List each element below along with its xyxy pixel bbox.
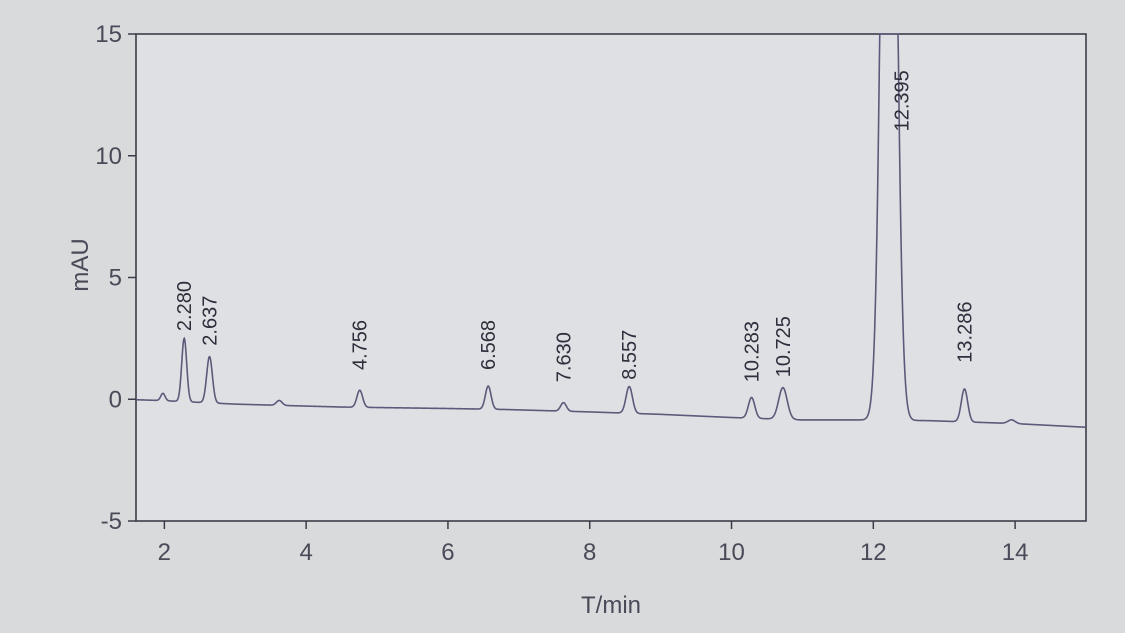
peak-label: 12.395 bbox=[891, 70, 913, 131]
y-tick-label: 10 bbox=[95, 143, 122, 170]
x-tick-label: 10 bbox=[718, 539, 745, 566]
x-tick-label: 2 bbox=[158, 539, 171, 566]
chromatogram-trace bbox=[135, 33, 1087, 429]
x-tick-label: 4 bbox=[299, 539, 312, 566]
y-tick-label: 15 bbox=[95, 21, 122, 48]
x-tick-label: 8 bbox=[583, 539, 596, 566]
peak-label: 13.286 bbox=[955, 302, 977, 363]
peak-label: 7.630 bbox=[554, 332, 576, 382]
peak-label: 8.557 bbox=[619, 330, 641, 380]
x-axis-title: T/min bbox=[581, 592, 641, 619]
peak-label: 2.280 bbox=[174, 281, 196, 331]
y-tick-label: -5 bbox=[101, 508, 122, 535]
y-tick-label: 5 bbox=[109, 265, 122, 292]
peak-label: 2.637 bbox=[200, 296, 222, 346]
peak-label: 4.756 bbox=[350, 320, 372, 370]
x-tick-label: 12 bbox=[860, 539, 887, 566]
x-tick-label: 14 bbox=[1002, 539, 1029, 566]
plot-area bbox=[135, 33, 1087, 522]
peak-label: 6.568 bbox=[478, 320, 500, 370]
y-tick-label: 0 bbox=[109, 386, 122, 413]
peak-label: 10.725 bbox=[773, 316, 795, 377]
y-axis-title: mAU bbox=[67, 238, 94, 291]
x-tick-label: 6 bbox=[441, 539, 454, 566]
peak-label: 10.283 bbox=[742, 321, 764, 382]
